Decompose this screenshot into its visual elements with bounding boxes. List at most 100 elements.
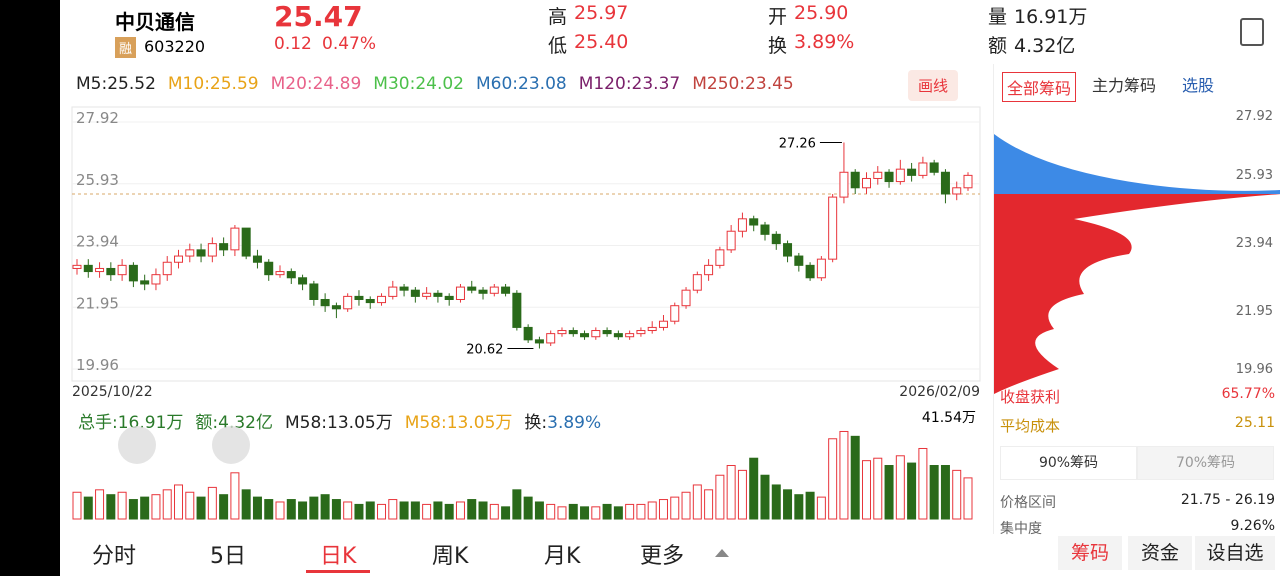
x-end: 2026/02/09 <box>899 384 980 400</box>
stat-label: 开 <box>768 6 788 28</box>
action-button[interactable]: 设自选 <box>1195 536 1275 570</box>
candle-body <box>907 168 917 176</box>
high-label: 27.26 <box>779 136 816 151</box>
plot-frame <box>71 106 981 382</box>
ma-item: M120:23.37 <box>578 74 681 94</box>
stock-name: 中贝通信 <box>115 10 195 34</box>
candle-body <box>128 264 138 282</box>
candle-body <box>940 171 950 195</box>
volume-bar <box>196 496 206 520</box>
chip-tab[interactable]: 主力筹码 <box>1092 76 1157 95</box>
candle-body <box>252 255 262 263</box>
tab[interactable]: 日K <box>306 538 371 573</box>
volume-bar <box>580 506 590 520</box>
volume-bar <box>106 494 116 520</box>
volume-tick-label: 41.54万 <box>922 410 976 426</box>
prev-button[interactable] <box>118 426 156 464</box>
candle-body <box>737 218 747 232</box>
candle-body <box>410 289 420 297</box>
volume-legend: 总手:16.91万 额:4.32亿 M58:13.05万 M58:13.05万 换:3.… <box>78 408 613 433</box>
candle-body <box>613 333 623 338</box>
volume-bar <box>929 465 939 520</box>
volume-bar <box>275 501 285 520</box>
volume-bar <box>602 503 612 520</box>
next-button[interactable] <box>212 426 250 464</box>
candle-body <box>399 286 409 291</box>
volume-bar <box>636 503 646 520</box>
stat-label: 低 <box>548 35 568 57</box>
volume-bar <box>377 503 387 520</box>
volume-bar <box>816 496 826 520</box>
stat-label: 额 <box>988 35 1008 57</box>
icon[interactable] <box>1240 18 1264 46</box>
candle-body <box>873 171 883 179</box>
volume-bar <box>771 484 781 520</box>
ma-item: M5:25.52 <box>76 74 156 94</box>
tab[interactable]: 分时 <box>92 544 137 569</box>
volume-bar <box>72 491 82 520</box>
volume-bar <box>264 499 274 520</box>
candle-body <box>670 305 680 322</box>
candle-body <box>726 230 736 251</box>
chip-tab[interactable]: 选股 <box>1182 76 1215 95</box>
chip-detail-value: 21.75 - 26.19 <box>1180 492 1275 508</box>
code: 603220 <box>144 37 206 56</box>
volume-bar <box>455 501 465 520</box>
candle-body <box>884 171 894 183</box>
tab[interactable]: 更多 <box>640 544 685 569</box>
chip-tab[interactable]: 全部筹码 <box>1002 72 1077 102</box>
tab[interactable]: 月K <box>544 544 581 569</box>
stat-value: 3.89% <box>794 31 855 53</box>
volume-bar <box>252 496 262 520</box>
chip-price: 23.94 <box>1235 236 1273 251</box>
volume-bar <box>185 491 195 520</box>
volume-bar <box>95 489 105 520</box>
candle-body <box>512 292 522 328</box>
price: 25.47 <box>274 0 363 33</box>
volume-bar <box>343 501 353 520</box>
y-tick-label: 21.95 <box>76 294 119 312</box>
volume-bar <box>478 501 488 520</box>
volume-bar <box>692 484 702 520</box>
candle-body <box>117 264 127 276</box>
candle-body <box>422 292 432 297</box>
tab[interactable]: 5日 <box>210 544 246 569</box>
volume-bar <box>534 501 544 520</box>
candle-body <box>72 264 82 269</box>
candle-body <box>952 187 962 195</box>
volume-bar <box>546 503 556 520</box>
chip-toggle[interactable]: 90%筹码 <box>1000 446 1137 480</box>
tab[interactable]: 周K <box>432 544 469 569</box>
chip-toggle[interactable]: 70%筹码 <box>1137 446 1274 480</box>
volume-bar <box>952 469 962 520</box>
volume-bar <box>828 438 838 520</box>
volume-bar <box>219 494 229 520</box>
candle-body <box>207 243 217 257</box>
chip-shape <box>994 134 1280 394</box>
volume-bar <box>907 462 917 520</box>
volume-bar <box>162 489 172 520</box>
draw-button[interactable]: 画线 <box>908 70 959 101</box>
candle-body <box>805 264 815 279</box>
candle-body <box>963 174 973 189</box>
candle-body <box>331 305 341 310</box>
volume-bar <box>760 474 770 520</box>
volume-bar <box>613 506 623 520</box>
candle-body <box>557 330 567 335</box>
action-button[interactable]: 资金 <box>1128 536 1192 570</box>
app: 中贝通信 融 603220 25.47 0.12 0.47% M5:25.52 M… <box>60 0 1280 576</box>
y-tick-label: 19.96 <box>76 356 119 374</box>
volume-bar <box>174 484 184 520</box>
chip-row-value: 65.77% <box>1221 386 1275 402</box>
ma-legend: M5:25.52 M10:25.59 M20:24.89 M30:24.02 M60:2… <box>76 74 806 94</box>
candle-body <box>241 227 251 257</box>
candle-body <box>196 249 206 257</box>
candle-body <box>647 326 657 332</box>
volume-bar <box>241 489 251 520</box>
candle-body <box>354 295 364 300</box>
y-tick-label: 27.92 <box>76 109 119 127</box>
volume-bar <box>523 496 533 520</box>
volume-legend-item: 额:4.32亿 <box>195 413 273 433</box>
action-button[interactable]: 筹码 <box>1058 536 1122 570</box>
candle-body <box>230 227 240 251</box>
